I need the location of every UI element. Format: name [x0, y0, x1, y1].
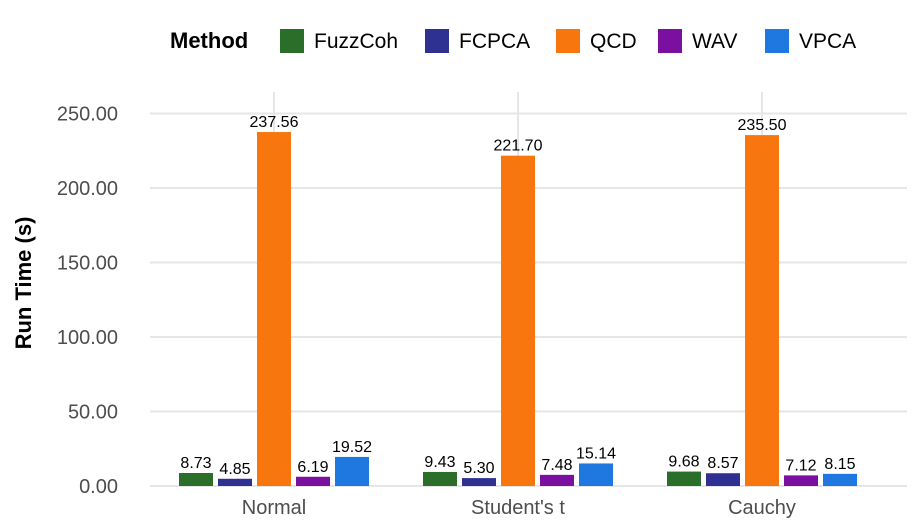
x-tick-label: Student's t	[471, 497, 565, 519]
y-tick-label: 0.00	[79, 476, 118, 498]
legend-label: VPCA	[799, 30, 856, 53]
data-label: 8.73	[180, 455, 211, 472]
data-label: 8.15	[824, 456, 855, 473]
legend-key-fcpca	[425, 29, 449, 53]
legend-key-vpca	[765, 29, 789, 53]
data-label: 7.12	[785, 457, 816, 474]
x-tick-label: Cauchy	[728, 497, 796, 519]
data-label: 8.57	[707, 455, 738, 472]
y-tick-label: 150.00	[57, 253, 118, 275]
bar-fcpca	[462, 478, 496, 486]
legend: Method FuzzCoh FCPCA QCD WAV VPCA	[170, 28, 856, 53]
bar-vpca	[823, 473, 857, 486]
legend-key-wav	[658, 29, 682, 53]
y-axis-title: Run Time (s)	[11, 217, 36, 350]
bar-fcpca	[218, 478, 252, 486]
data-label: 7.48	[541, 457, 572, 474]
y-axis: 0.00 50.00 100.00 150.00 200.00 250.00	[57, 104, 118, 499]
legend-label: QCD	[590, 30, 637, 53]
bar-fuzzcoh	[179, 472, 213, 486]
y-tick-label: 50.00	[68, 402, 118, 424]
data-label: 19.52	[332, 439, 372, 456]
data-label: 235.50	[738, 117, 787, 134]
y-tick-label: 200.00	[57, 178, 118, 200]
bar-qcd	[257, 132, 291, 487]
data-label: 9.43	[424, 454, 455, 471]
bar-fcpca	[706, 473, 740, 486]
bar-vpca	[579, 463, 613, 486]
bar-wav	[296, 476, 330, 486]
legend-key-qcd	[556, 29, 580, 53]
bar-wav	[784, 475, 818, 486]
data-label: 4.85	[219, 461, 250, 478]
bars	[179, 132, 857, 487]
data-label: 6.19	[297, 459, 328, 476]
bar-qcd	[501, 155, 535, 487]
data-label: 237.56	[250, 114, 299, 131]
x-tick-label: Normal	[242, 497, 306, 519]
legend-label: WAV	[692, 30, 738, 53]
bar-qcd	[745, 135, 779, 487]
x-axis: Normal Student's t Cauchy	[242, 497, 796, 519]
data-label: 15.14	[576, 445, 616, 462]
legend-label: FuzzCoh	[314, 30, 398, 53]
bar-fuzzcoh	[667, 471, 701, 486]
data-label: 9.68	[668, 454, 699, 471]
bar-wav	[540, 474, 574, 486]
data-label: 5.30	[463, 460, 494, 477]
bar-fuzzcoh	[423, 471, 457, 486]
bar-vpca	[335, 456, 369, 486]
y-tick-label: 250.00	[57, 104, 118, 126]
legend-key-fuzzcoh	[280, 29, 304, 53]
y-tick-label: 100.00	[57, 327, 118, 349]
legend-label: FCPCA	[459, 30, 530, 53]
data-label: 221.70	[494, 138, 543, 155]
legend-title: Method	[170, 28, 248, 53]
